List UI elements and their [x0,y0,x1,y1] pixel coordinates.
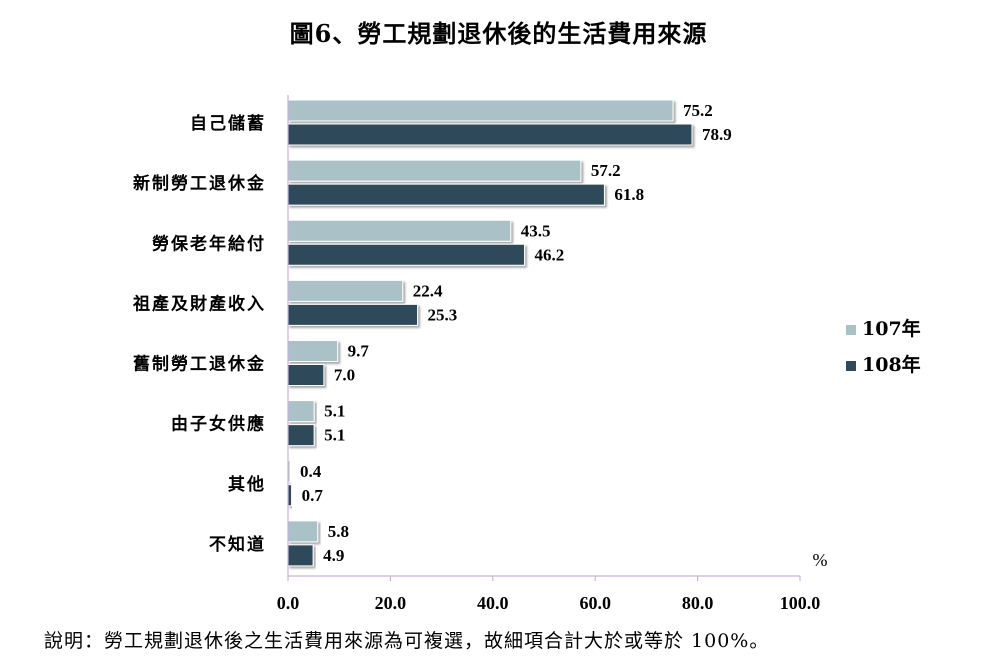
bar-107 [287,520,319,543]
data-label: 78.9 [702,125,732,144]
data-label: 75.2 [683,101,713,120]
x-tick-label: 60.0 [579,593,611,613]
data-label: 9.7 [348,342,370,361]
category-label: 祖產及財產收入 [132,293,266,314]
x-tick-label: 20.0 [375,593,407,613]
bar-107 [287,279,404,302]
bar-108 [287,364,325,386]
bar-108 [287,123,693,146]
bar-108 [287,183,605,206]
x-tick-label: 0.0 [277,593,300,613]
chart-title: 圖6、勞工規劃退休後的生活費用來源 [289,19,708,48]
bar-107 [287,219,512,242]
legend-label: 108年 [862,353,921,376]
category-label: 自己儲蓄 [190,113,266,134]
footnote: 說明：勞工規劃退休後之生活費用來源為可複選，故細項合計大於或等於 100%。 [44,630,770,652]
data-label: 7.0 [334,366,355,385]
bar-108 [287,243,526,266]
data-label: 4.9 [323,546,344,565]
category-label: 其他 [228,474,266,495]
legend-label: 107年 [862,317,921,340]
legend-swatch [846,325,856,335]
category-label: 由子女供應 [171,414,266,435]
category-label: 不知道 [209,534,266,555]
category-label: 勞保老年給付 [152,233,266,254]
data-label: 57.2 [591,161,621,180]
bar-107 [287,400,315,423]
data-label: 0.4 [300,462,322,481]
data-label: 25.3 [428,305,458,324]
bar-108 [287,424,315,447]
data-label: 5.8 [328,522,349,541]
plot-area: 自己儲蓄 75.2 78.9 新制勞工退休金 57.2 61.8 勞保老年給付 43.5 46.… [132,95,921,613]
x-tick-label: 100.0 [780,593,821,613]
data-label: 43.5 [521,221,551,240]
data-label: 61.8 [614,185,644,204]
data-label: 22.4 [413,281,443,300]
bar-107 [287,159,582,182]
bar-108 [287,544,314,567]
bar-107 [287,99,674,122]
data-label: 0.7 [302,486,324,505]
legend-swatch [846,361,856,371]
data-label: 5.1 [324,426,345,445]
category-label: 舊制勞工退休金 [133,354,266,375]
category-label: 新制勞工退休金 [133,173,266,194]
unit-label: % [813,550,828,570]
x-tick-label: 80.0 [682,593,714,613]
data-label: 46.2 [535,245,565,264]
x-tick-label: 40.0 [477,593,509,613]
bar-107 [287,340,339,362]
data-label: 5.1 [324,402,345,421]
bar-108 [287,303,419,326]
